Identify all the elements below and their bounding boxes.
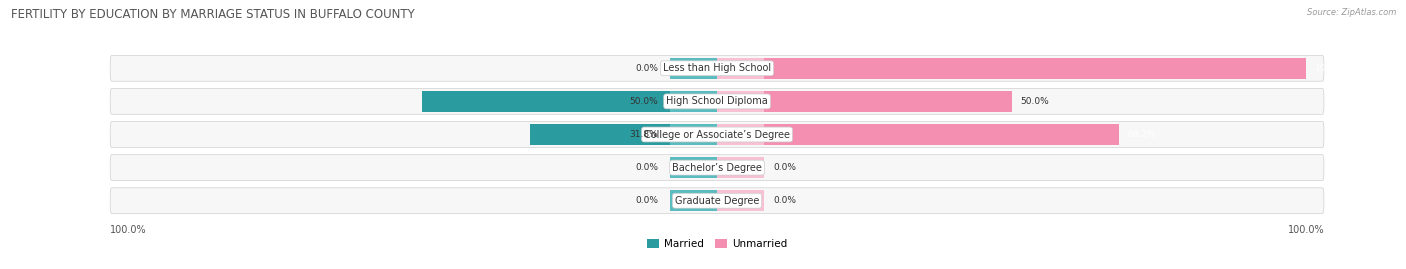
- Text: High School Diploma: High School Diploma: [666, 96, 768, 107]
- Bar: [717, 58, 765, 79]
- Bar: [422, 91, 717, 112]
- Bar: [669, 157, 717, 178]
- Bar: [717, 190, 765, 211]
- Bar: [717, 124, 765, 145]
- Bar: [717, 91, 1012, 112]
- Text: 68.2%: 68.2%: [1128, 130, 1156, 139]
- FancyBboxPatch shape: [110, 55, 1324, 81]
- Text: College or Associate’s Degree: College or Associate’s Degree: [644, 129, 790, 140]
- Text: 100.0%: 100.0%: [1315, 64, 1350, 73]
- Text: Bachelor’s Degree: Bachelor’s Degree: [672, 162, 762, 173]
- Text: 0.0%: 0.0%: [773, 163, 796, 172]
- Text: Less than High School: Less than High School: [664, 63, 770, 73]
- Text: 31.8%: 31.8%: [630, 130, 658, 139]
- FancyBboxPatch shape: [110, 155, 1324, 180]
- FancyBboxPatch shape: [110, 122, 1324, 147]
- Text: 0.0%: 0.0%: [636, 196, 658, 205]
- Bar: [717, 124, 1119, 145]
- Bar: [717, 91, 765, 112]
- Text: 0.0%: 0.0%: [636, 163, 658, 172]
- Text: Graduate Degree: Graduate Degree: [675, 196, 759, 206]
- Text: 0.0%: 0.0%: [773, 196, 796, 205]
- Bar: [530, 124, 717, 145]
- FancyBboxPatch shape: [110, 89, 1324, 114]
- Bar: [717, 58, 1306, 79]
- Text: FERTILITY BY EDUCATION BY MARRIAGE STATUS IN BUFFALO COUNTY: FERTILITY BY EDUCATION BY MARRIAGE STATU…: [11, 8, 415, 21]
- Bar: [669, 190, 717, 211]
- Bar: [669, 124, 717, 145]
- Bar: [669, 58, 717, 79]
- Legend: Married, Unmarried: Married, Unmarried: [643, 235, 792, 253]
- Text: 50.0%: 50.0%: [630, 97, 658, 106]
- FancyBboxPatch shape: [110, 188, 1324, 214]
- Bar: [669, 91, 717, 112]
- Text: 50.0%: 50.0%: [1021, 97, 1049, 106]
- Text: Source: ZipAtlas.com: Source: ZipAtlas.com: [1306, 8, 1396, 17]
- Bar: [717, 157, 765, 178]
- Text: 0.0%: 0.0%: [636, 64, 658, 73]
